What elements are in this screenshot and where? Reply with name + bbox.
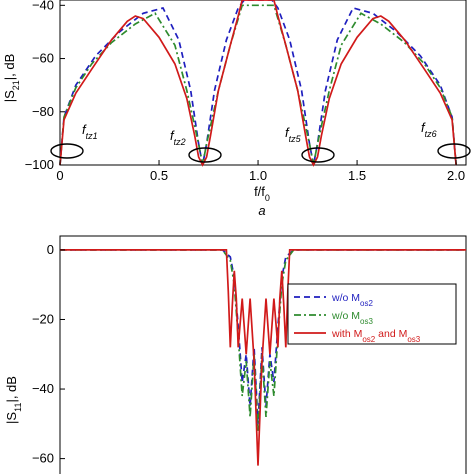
panel-a-ylabel: |S21|, dB xyxy=(2,54,21,103)
panel-b-y-ticks: 0 −20 −40 −60 xyxy=(32,242,65,466)
panel-a-chart: −40 −60 −80 −100 0 0.5 1.0 1.5 2.0 |S21|, dB f/… xyxy=(2,0,471,218)
panel-b-ytick-label: −40 xyxy=(32,381,54,396)
panel-a-letter: a xyxy=(258,203,265,218)
panel-a-xtick-label: 0 xyxy=(56,168,63,183)
ftz2-label: ftz2 xyxy=(170,128,186,147)
panel-a-xlabel: f/f0 xyxy=(254,184,270,203)
panel-a-xtick-label: 2.0 xyxy=(447,168,465,183)
panel-a-ytick-label: −100 xyxy=(25,157,54,172)
transmission-zero-markers: ftz1 ftz2 ftz5 ftz6 xyxy=(50,120,471,163)
panel-a-series-with-mos2-mos3 xyxy=(59,0,457,167)
ftz2-marker xyxy=(188,147,222,163)
panel-b-plot-frame xyxy=(59,235,467,474)
ftz5-label: ftz5 xyxy=(285,125,302,144)
panel-a-ytick-label: −40 xyxy=(32,0,54,12)
legend: w/o Mos2 w/o Mos3 with Mos2 and Mos3 xyxy=(287,283,457,345)
panel-b-ytick-label: −20 xyxy=(32,311,54,326)
panel-b-ytick-label: 0 xyxy=(47,242,54,257)
panel-a-xtick-label: 1.0 xyxy=(249,168,267,183)
panel-a-series-wo-mos2 xyxy=(59,0,457,166)
ftz5-marker xyxy=(301,147,335,163)
legend-box xyxy=(287,283,457,345)
legend-label-with-both: with Mos2 and Mos3 xyxy=(331,328,421,344)
panel-b-series-with-mos2-mos3 xyxy=(60,249,466,466)
panel-a-ytick-label: −80 xyxy=(32,104,54,119)
ftz1-marker xyxy=(50,143,84,159)
panel-a-series-wo-mos3 xyxy=(59,4,457,166)
ftz6-marker xyxy=(437,143,471,159)
panel-a-ytick-label: −60 xyxy=(32,51,54,66)
panel-a-y-ticks: −40 −60 −80 −100 xyxy=(25,0,65,172)
panel-a-plot-frame xyxy=(59,0,467,166)
ftz6-label: ftz6 xyxy=(421,120,437,139)
panel-a-x-ticks: 0 0.5 1.0 1.5 2.0 xyxy=(56,160,465,183)
panel-a-xtick-label: 0.5 xyxy=(150,168,168,183)
ftz1-label: ftz1 xyxy=(82,122,98,141)
panel-b-series xyxy=(60,249,466,466)
panel-b-ytick-label: −60 xyxy=(32,451,54,466)
panel-a-xtick-label: 1.5 xyxy=(348,168,366,183)
panel-b-ylabel: |S11|, dB xyxy=(4,376,23,424)
panel-b-chart: 0 −20 −40 −60 |S11|, dB w/o Mos2 w/o Mos3 w… xyxy=(4,235,467,474)
panel-a-series xyxy=(59,0,457,167)
